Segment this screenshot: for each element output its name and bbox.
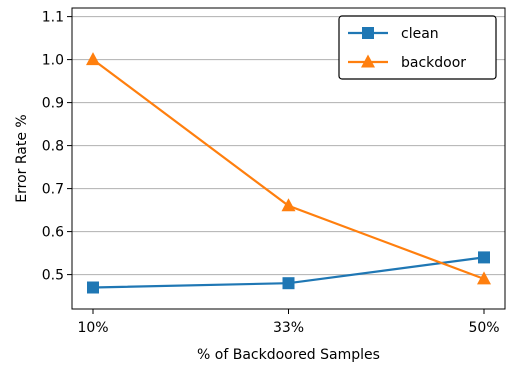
legend-label: clean: [401, 26, 439, 42]
series-clean: [87, 251, 490, 294]
y-tick-label: 1.0: [42, 53, 64, 69]
x-tick-label: 33%: [273, 320, 304, 336]
x-axis-ticks: 10% 33% 50%: [77, 309, 500, 336]
series-layer: [86, 52, 491, 294]
data-point-clean: [478, 251, 490, 264]
y-tick-label: 0.9: [42, 96, 64, 112]
data-point-backdoor: [86, 52, 100, 66]
series-line-backdoor: [92, 58, 485, 280]
data-point-backdoor: [281, 198, 296, 212]
y-axis-ticks: 0.5 0.6 0.7 0.8 0.9 1.0 1.1: [42, 10, 72, 284]
plot-frame: [71, 7, 506, 310]
y-tick-label: 1.1: [42, 10, 64, 26]
legend-marker: [361, 54, 375, 68]
x-tick-label: 50%: [468, 320, 499, 336]
legend-item-clean: clean: [348, 26, 439, 42]
data-point-clean: [282, 277, 295, 290]
series-backdoor: [86, 52, 491, 285]
legend-marker: [362, 27, 374, 39]
y-tick-label: 0.5: [42, 268, 64, 284]
y-axis-title: Error Rate %: [14, 114, 30, 202]
data-point-backdoor: [477, 271, 491, 285]
legend-label: backdoor: [401, 55, 466, 71]
y-tick-label: 0.8: [42, 139, 64, 155]
legend-item-backdoor: backdoor: [348, 54, 466, 71]
y-tick-label: 0.7: [42, 182, 64, 198]
data-point-clean: [87, 281, 99, 294]
legend-box: [338, 15, 497, 80]
legend: clean backdoor: [338, 15, 497, 80]
y-tick-label: 0.6: [42, 225, 64, 241]
x-axis-title: % of Backdoored Samples: [197, 347, 380, 363]
x-tick-label: 10%: [77, 320, 108, 336]
grid-lines: [72, 16, 505, 276]
